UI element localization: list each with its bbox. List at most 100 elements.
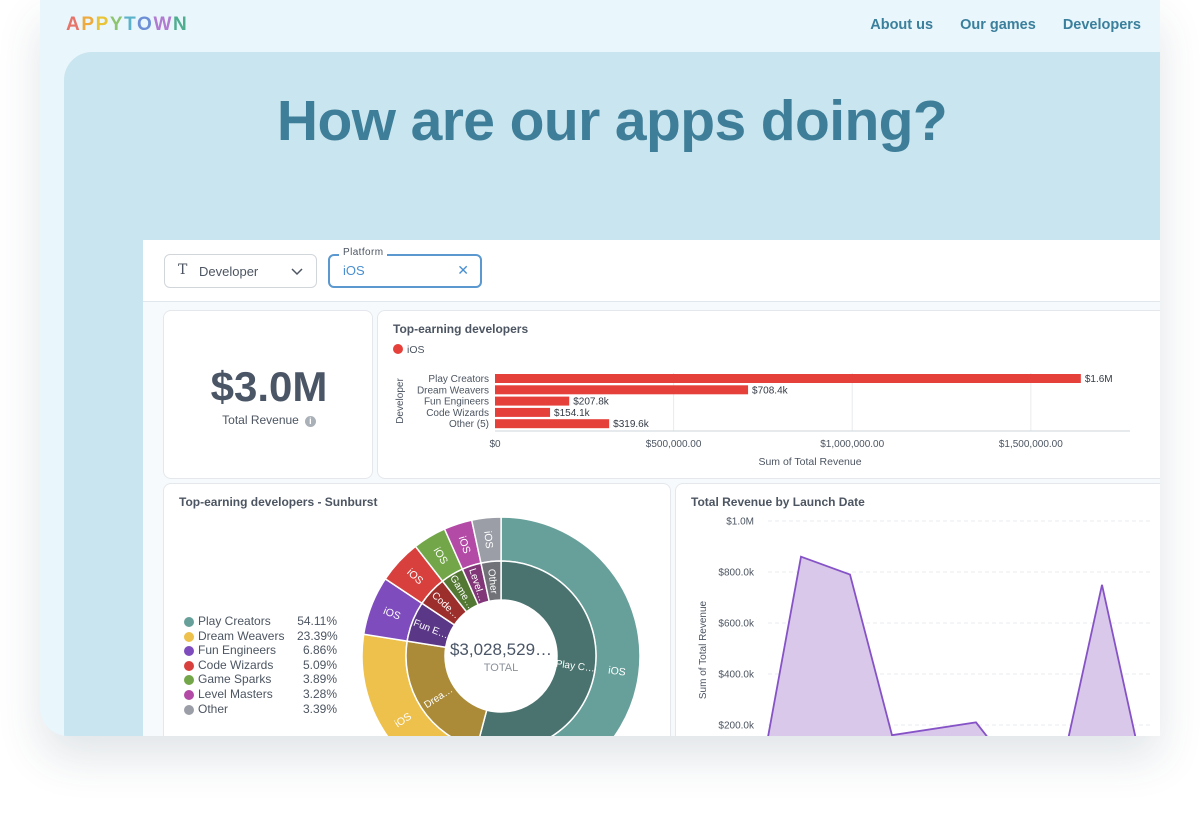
y-tick-label: $1.0M	[726, 517, 754, 528]
sunburst-chart-title: Top-earning developers - Sunburst	[179, 495, 378, 509]
y-tick-label: $600.0k	[718, 619, 755, 630]
sunburst-inner-segment	[479, 560, 597, 736]
sunburst-center-label: TOTAL	[484, 662, 518, 674]
legend-item[interactable]: Dream Weavers 23.39%	[184, 629, 344, 643]
legend-swatch	[184, 646, 194, 657]
revenue-by-launch-date-card[interactable]: Total Revenue by Launch Date $0.00 $200.0…	[675, 483, 1160, 736]
sunburst-center-value: $3,028,529…	[450, 640, 552, 659]
data-label: $207.8k	[573, 397, 610, 408]
legend-item[interactable]: Other 3.39%	[184, 702, 344, 716]
legend-item[interactable]: Code Wizards 5.09%	[184, 658, 344, 672]
y-tick-label: Play Creators	[428, 374, 489, 385]
developer-filter-label: Developer	[199, 264, 259, 279]
total-revenue-label-text: Total Revenue	[222, 413, 299, 427]
filter-bar: T Developer Platform iOS ✕	[143, 240, 1160, 302]
legend-percent: 3.39%	[302, 701, 337, 716]
legend-percent: 23.39%	[297, 628, 338, 643]
area-chart: $0.00$200.0k$400.0k$600.0k$800.0k$1.0MJa…	[698, 517, 1151, 736]
legend-item[interactable]: Fun Engineers 6.86%	[184, 643, 344, 657]
y-tick-label: $200.0k	[718, 721, 755, 732]
sunburst-inner-label: Other	[485, 568, 499, 595]
developer-filter[interactable]: T Developer	[164, 254, 317, 288]
legend-label: Dream Weavers	[198, 628, 285, 643]
logo-letter: P	[81, 14, 96, 35]
logo-letter: A	[66, 14, 82, 35]
x-tick-label: $1,500,000.00	[999, 439, 1063, 450]
bar	[495, 385, 749, 395]
legend-label: Game Sparks	[198, 672, 272, 687]
data-label: $319.6k	[613, 419, 650, 430]
nav-developers[interactable]: Developers	[1062, 17, 1141, 33]
sunburst-outer-label: iOS	[382, 605, 403, 623]
legend-swatch	[184, 690, 194, 700]
legend-item[interactable]: Play Creators 54.11%	[184, 614, 344, 628]
appytown-logo[interactable]: APPYTOWN	[66, 14, 188, 36]
bar	[495, 407, 551, 417]
sunburst-outer-label: iOS	[608, 664, 627, 678]
bar-chart-title: Top-earning developers	[393, 322, 529, 336]
legend-label: Other	[198, 701, 229, 716]
data-label: $1.6M	[1085, 374, 1113, 385]
close-icon[interactable]: ✕	[457, 262, 469, 278]
sunburst-outer-label: iOS	[481, 530, 495, 549]
x-axis-title: Sum of Total Revenue	[758, 456, 861, 468]
legend-dot-ios	[393, 344, 403, 354]
platform-filter-value: iOS	[343, 263, 365, 278]
legend-label-ios: iOS	[407, 344, 425, 356]
total-revenue-value: $3.0M	[210, 363, 328, 410]
legend-swatch	[184, 660, 194, 671]
text-type-icon: T	[178, 262, 188, 278]
data-label: $708.4k	[752, 385, 789, 396]
area-fill	[768, 556, 1136, 736]
legend-percent: 6.86%	[302, 643, 337, 658]
nav-about-us[interactable]: About us	[870, 17, 934, 33]
y-tick-label: $400.0k	[718, 670, 755, 681]
sunburst-inner-segment	[480, 560, 502, 603]
logo-letter: Y	[109, 14, 125, 35]
logo-letter: N	[172, 14, 189, 35]
legend-swatch	[184, 675, 194, 686]
platform-filter[interactable]: Platform iOS ✕	[328, 247, 482, 288]
legend-label: Fun Engineers	[198, 643, 277, 658]
y-tick-label: Fun Engineers	[424, 397, 489, 408]
sunburst-outer-label: iOS	[456, 535, 473, 555]
x-tick-label: $500,000.00	[646, 439, 702, 450]
y-tick-label: Other (5)	[449, 419, 489, 430]
legend-percent: 3.89%	[302, 672, 337, 687]
sunburst-card[interactable]: Top-earning developers - Sunburst Play C…	[163, 483, 671, 736]
legend-swatch	[184, 631, 194, 642]
legend-label: Level Masters	[198, 687, 273, 701]
logo-letter: W	[153, 14, 173, 35]
y-tick-label: Code Wizards	[426, 408, 489, 419]
chevron-down-icon	[291, 268, 303, 276]
total-revenue-card[interactable]: $3.0M Total Revenue i	[163, 310, 373, 479]
dashboard: T Developer Platform iOS ✕ $3.0M Total R…	[143, 240, 1160, 736]
sunburst-inner-label: Play C…	[555, 659, 596, 675]
x-tick-label: $0	[489, 439, 501, 450]
hero-section: How are our apps doing? T Developer Plat…	[64, 52, 1160, 736]
sunburst-legend: Play Creators 54.11% Dream Weavers 23.39% Fu…	[184, 614, 344, 724]
y-tick-label: Dream Weavers	[417, 385, 489, 396]
legend-percent: 3.28%	[302, 687, 337, 701]
info-icon[interactable]: i	[304, 416, 316, 427]
app-frame: APPYTOWN About us Our games Developers H…	[40, 0, 1160, 736]
y-axis-title: Developer	[395, 378, 406, 424]
legend-label: Code Wizards	[198, 657, 274, 672]
area-chart-title: Total Revenue by Launch Date	[691, 495, 865, 509]
logo-letter: O	[137, 14, 154, 35]
logo-letter: P	[95, 14, 110, 35]
legend-item[interactable]: Game Sparks 3.89%	[184, 672, 344, 686]
nav-links: About us Our games Developers	[870, 17, 1141, 33]
legend-swatch	[184, 617, 194, 627]
top-earning-developers-card[interactable]: Top-earning developers iOS $0 $500,000.00 $…	[377, 310, 1160, 479]
total-revenue-label: Total Revenue i	[164, 413, 374, 427]
legend-percent: 54.11%	[297, 614, 337, 628]
bar	[495, 419, 610, 429]
nav-our-games[interactable]: Our games	[960, 17, 1036, 33]
legend-percent: 5.09%	[302, 657, 337, 672]
logo-letter: T	[124, 14, 138, 35]
y-tick-label: $800.0k	[718, 568, 755, 579]
platform-filter-label: Platform	[339, 247, 388, 258]
legend-item[interactable]: Level Masters 3.28%	[184, 687, 344, 701]
